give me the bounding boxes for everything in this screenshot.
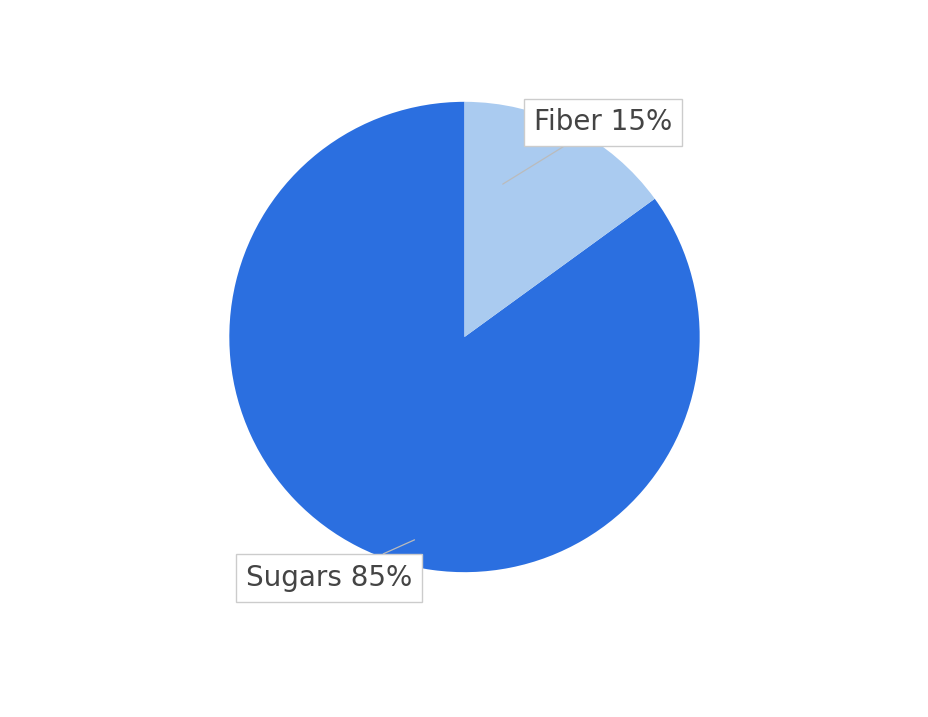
Text: Sugars 85%: Sugars 85% (246, 540, 414, 592)
Text: Fiber 15%: Fiber 15% (502, 108, 671, 184)
Wedge shape (229, 102, 699, 572)
Wedge shape (464, 102, 654, 337)
